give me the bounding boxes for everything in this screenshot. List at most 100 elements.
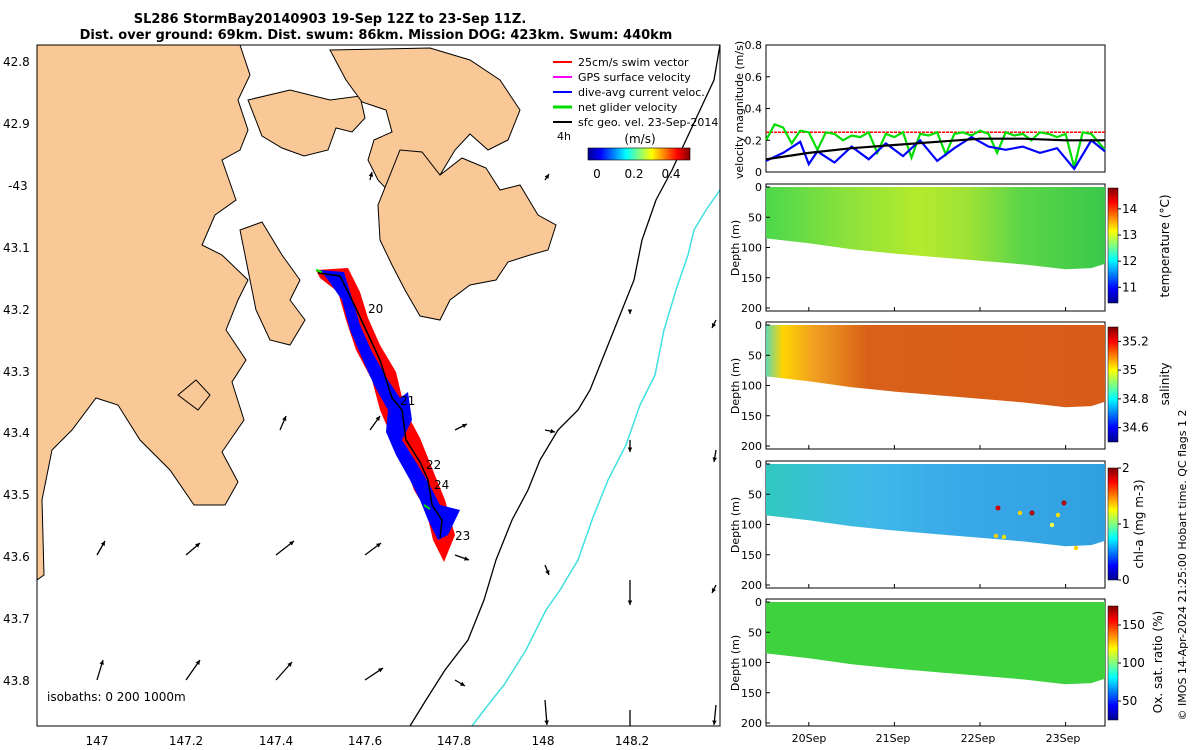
chla-dot xyxy=(995,505,1001,511)
time-tick-3: 23Sep xyxy=(1046,732,1081,745)
chla-dot xyxy=(1029,510,1035,516)
map-frame xyxy=(36,44,721,727)
time-tick-2: 22Sep xyxy=(961,732,996,745)
lat-tick-1: 42.9 xyxy=(3,117,30,131)
map-content: 20 21 22 24 23 xyxy=(37,45,720,726)
chla-dot xyxy=(993,533,999,539)
day-label-23: 23 xyxy=(455,529,470,543)
colorbar-tick-label: 100 xyxy=(1122,656,1145,670)
geo-arrow-head xyxy=(375,416,380,421)
lat-tick-8: 43.6 xyxy=(3,550,30,564)
land-masses xyxy=(37,45,557,581)
lat-tick-9: 43.7 xyxy=(3,612,30,626)
temperature-colorbar-label: temperature (°C) xyxy=(1158,195,1172,298)
colorbar-tick-label: 13 xyxy=(1122,228,1137,242)
net-glider-track xyxy=(317,272,443,539)
colorbar-tick-label: 50 xyxy=(1122,694,1137,708)
day-label-24: 24 xyxy=(434,478,449,492)
temperature-ylabel: Depth (m) xyxy=(729,220,742,276)
map-colorbar-label: (m/s) xyxy=(624,132,655,146)
legend-label-current: dive-avg current veloc. xyxy=(578,86,705,99)
chla-dot xyxy=(1017,510,1023,516)
isobaths-label: isobaths: 0 200 1000m xyxy=(47,690,186,704)
depth-tick-label: 200 xyxy=(741,302,762,315)
depth-tick-label: 150 xyxy=(741,549,762,562)
salinity-colorbar-ticks: 34.6 34.8 35 35.2 xyxy=(1118,334,1149,435)
chla-dot xyxy=(1001,534,1007,540)
lon-tick-6: 148.2 xyxy=(615,734,649,748)
salinity-ylabel: Depth (m) xyxy=(729,358,742,414)
chla-panel: Depth (m) 0 50 100 150 200 0 1 2 chl-a (mg m-3… xyxy=(729,458,1146,592)
depth-tick-label: 50 xyxy=(748,349,762,362)
day-label-22: 22 xyxy=(426,458,441,472)
map-panel: 20 21 22 24 23 25cm/s swim vector GPS su… xyxy=(3,44,721,748)
chla-colorbar-ticks: 0 1 2 xyxy=(1118,461,1130,587)
geo-arrow-head xyxy=(544,720,549,725)
velocity-panel: 0 0.2 0.4 0.6 0.8 velocity magnitude (m/s) xyxy=(733,39,1106,179)
day-label-20: 20 xyxy=(368,302,383,316)
geo-arrow-head xyxy=(462,423,467,429)
geo-arrow-head xyxy=(544,174,549,179)
depth-tick-label: 200 xyxy=(741,717,762,730)
geo-arrow-head xyxy=(464,556,469,561)
velocity-ytick-label: 0.8 xyxy=(745,39,763,52)
legend-label-geo: sfc geo. vel. 23-Sep-2014 xyxy=(578,116,718,129)
lat-tick-6: 43.4 xyxy=(3,426,30,440)
depth-tick-label: 50 xyxy=(748,488,762,501)
land-cape-raoul xyxy=(177,379,211,411)
lat-tick-7: 43.5 xyxy=(3,488,30,502)
geo-arrow-head xyxy=(100,541,105,546)
chla-high-dots xyxy=(993,500,1079,551)
geo-arrow-head xyxy=(368,172,374,177)
depth-tick-label: 150 xyxy=(741,272,762,285)
colorbar-tick-label: 11 xyxy=(1122,280,1137,294)
chla-colorbar-label: chl-a (mg m-3) xyxy=(1132,479,1146,568)
temperature-section xyxy=(766,187,1105,270)
salinity-colorbar xyxy=(1107,326,1119,443)
geo-arrow-head xyxy=(287,662,292,667)
depth-tick-label: 100 xyxy=(741,242,762,255)
lon-tick-4: 147.8 xyxy=(437,734,471,748)
geo-arrow-head xyxy=(99,660,104,665)
oxygen-y-ticks: 0 50 100 150 200 xyxy=(741,596,1067,730)
map-legend: 25cm/s swim vector GPS surface velocity … xyxy=(553,56,718,181)
geo-arrow-head xyxy=(712,457,717,462)
depth-tick-label: 200 xyxy=(741,579,762,592)
land-west xyxy=(37,45,251,581)
lon-tick-1: 147.2 xyxy=(169,734,203,748)
velocity-ytick-label: 0.4 xyxy=(745,103,763,116)
colorbar-tick-label: 34.6 xyxy=(1122,421,1149,435)
geo-arrow-head xyxy=(550,428,555,434)
footer-credit: © IMOS 14-Apr-2024 21:25:00 Hobart time.… xyxy=(1176,410,1189,721)
oxygen-colorbar xyxy=(1107,605,1119,721)
velocity-series-3 xyxy=(765,137,1105,161)
chla-section xyxy=(766,464,1105,547)
land-tasman-peninsula xyxy=(239,221,306,346)
chla-colorbar xyxy=(1107,467,1119,581)
velocity-series-2 xyxy=(765,135,1106,171)
colorbar-tick-label: 12 xyxy=(1122,254,1137,268)
current-vectors-band xyxy=(320,270,460,540)
colorbar-tick-label: 1 xyxy=(1122,517,1130,531)
geo-arrow-head xyxy=(712,720,717,725)
depth-tick-label: 200 xyxy=(741,440,762,453)
depth-tick-label: 150 xyxy=(741,687,762,700)
glider-velocity-marks xyxy=(315,269,431,510)
depth-tick-label: 50 xyxy=(748,211,762,224)
lon-tick-5: 148 xyxy=(532,734,555,748)
map-colorbar-tick-0: 0 xyxy=(593,167,601,181)
temperature-panel: Depth (m) 0 50 100 150 200 11 12 13 14 temperat… xyxy=(729,181,1172,315)
chla-dot xyxy=(1073,545,1079,551)
depth-tick-label: 100 xyxy=(741,380,762,393)
map-colorbar xyxy=(587,147,691,161)
velocity-lines xyxy=(765,123,1106,171)
geo-arrow-head xyxy=(711,323,717,328)
geo-arrow-head xyxy=(195,543,200,548)
legend-label-swim: 25cm/s swim vector xyxy=(578,56,689,69)
lat-tick-3: 43.1 xyxy=(3,241,30,255)
chla-dot xyxy=(1055,512,1061,518)
lat-tick-0: 42.8 xyxy=(3,55,30,69)
geo-arrow-head xyxy=(711,588,717,593)
land-inner-peninsula xyxy=(247,89,366,157)
map-colorbar-tick-2: 0.4 xyxy=(661,167,680,181)
